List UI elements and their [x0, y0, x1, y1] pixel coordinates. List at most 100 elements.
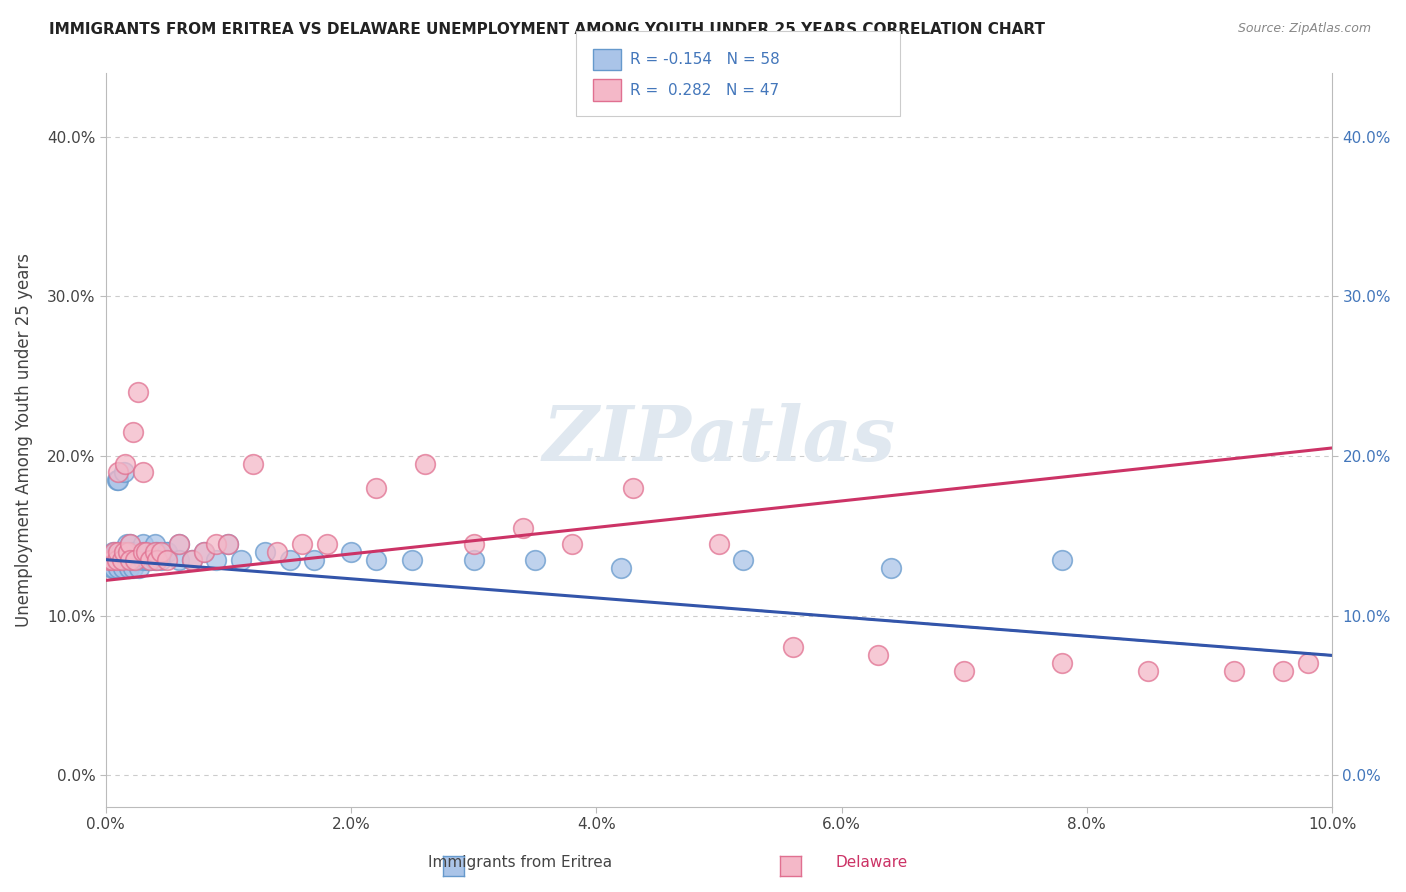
Point	[117, 544, 139, 558]
Point	[117, 544, 139, 558]
Point	[150, 544, 173, 558]
Point	[401, 552, 423, 566]
Point	[114, 544, 136, 558]
Point	[413, 457, 436, 471]
Point	[107, 544, 129, 558]
Point	[131, 544, 153, 558]
Point	[1272, 665, 1295, 679]
Point	[610, 560, 633, 574]
Point	[1052, 657, 1074, 671]
Point	[156, 544, 179, 558]
Point	[131, 465, 153, 479]
Point	[278, 552, 301, 566]
Point	[205, 552, 228, 566]
Point	[193, 544, 215, 558]
Point	[180, 552, 202, 566]
Point	[463, 552, 485, 566]
Point	[143, 552, 166, 566]
Point	[868, 648, 890, 663]
Point	[621, 481, 644, 495]
Point	[112, 544, 135, 558]
Point	[217, 537, 239, 551]
Text: Source: ZipAtlas.com: Source: ZipAtlas.com	[1237, 22, 1371, 36]
Point	[98, 552, 121, 566]
Point	[242, 457, 264, 471]
Point	[115, 552, 138, 566]
Point	[782, 640, 804, 655]
Point	[101, 544, 124, 558]
Point	[107, 465, 129, 479]
Point	[101, 560, 124, 574]
Point	[121, 544, 143, 558]
Point	[1296, 657, 1319, 671]
Point	[124, 552, 146, 566]
Point	[139, 552, 162, 566]
Point	[193, 544, 215, 558]
Point	[229, 552, 252, 566]
Point	[121, 425, 143, 439]
Point	[524, 552, 547, 566]
Point	[953, 665, 976, 679]
Point	[107, 544, 129, 558]
Point	[707, 537, 730, 551]
Point	[131, 537, 153, 551]
Point	[105, 473, 128, 487]
Point	[364, 481, 387, 495]
Point	[120, 537, 142, 551]
Point	[107, 473, 129, 487]
Point	[122, 552, 145, 566]
Point	[120, 552, 142, 566]
Point	[733, 552, 755, 566]
Point	[146, 544, 169, 558]
Point	[115, 537, 138, 551]
Point	[217, 537, 239, 551]
Text: ZIPatlas: ZIPatlas	[543, 403, 896, 477]
Text: IMMIGRANTS FROM ERITREA VS DELAWARE UNEMPLOYMENT AMONG YOUTH UNDER 25 YEARS CORR: IMMIGRANTS FROM ERITREA VS DELAWARE UNEM…	[49, 22, 1045, 37]
Point	[561, 537, 583, 551]
Point	[120, 552, 142, 566]
Point	[120, 537, 142, 551]
Point	[125, 552, 148, 566]
Point	[143, 537, 166, 551]
Point	[291, 537, 314, 551]
Point	[150, 552, 173, 566]
Point	[104, 544, 127, 558]
Text: Delaware: Delaware	[835, 855, 908, 870]
Point	[127, 385, 149, 400]
Point	[101, 552, 124, 566]
Point	[114, 457, 136, 471]
Text: R =  0.282   N = 47: R = 0.282 N = 47	[630, 83, 779, 97]
Point	[169, 552, 191, 566]
Point	[1137, 665, 1160, 679]
Point	[128, 560, 150, 574]
Point	[103, 560, 125, 574]
Point	[98, 552, 121, 566]
Point	[512, 521, 534, 535]
Point	[180, 552, 202, 566]
Y-axis label: Unemployment Among Youth under 25 years: Unemployment Among Youth under 25 years	[15, 253, 32, 627]
Point	[266, 544, 288, 558]
Point	[315, 537, 337, 551]
Point	[121, 560, 143, 574]
Point	[304, 552, 326, 566]
Point	[169, 537, 191, 551]
Point	[118, 560, 141, 574]
Point	[111, 560, 134, 574]
Point	[135, 544, 157, 558]
Point	[879, 560, 901, 574]
Point	[131, 552, 153, 566]
Point	[1223, 665, 1246, 679]
Point	[105, 552, 128, 566]
Point	[254, 544, 277, 558]
Point	[112, 544, 135, 558]
Point	[156, 544, 179, 558]
Point	[111, 552, 134, 566]
Point	[112, 465, 135, 479]
Point	[139, 552, 162, 566]
Point	[110, 544, 132, 558]
Point	[205, 537, 228, 551]
Point	[107, 560, 129, 574]
Point	[1052, 552, 1074, 566]
Point	[156, 552, 179, 566]
Point	[134, 544, 156, 558]
